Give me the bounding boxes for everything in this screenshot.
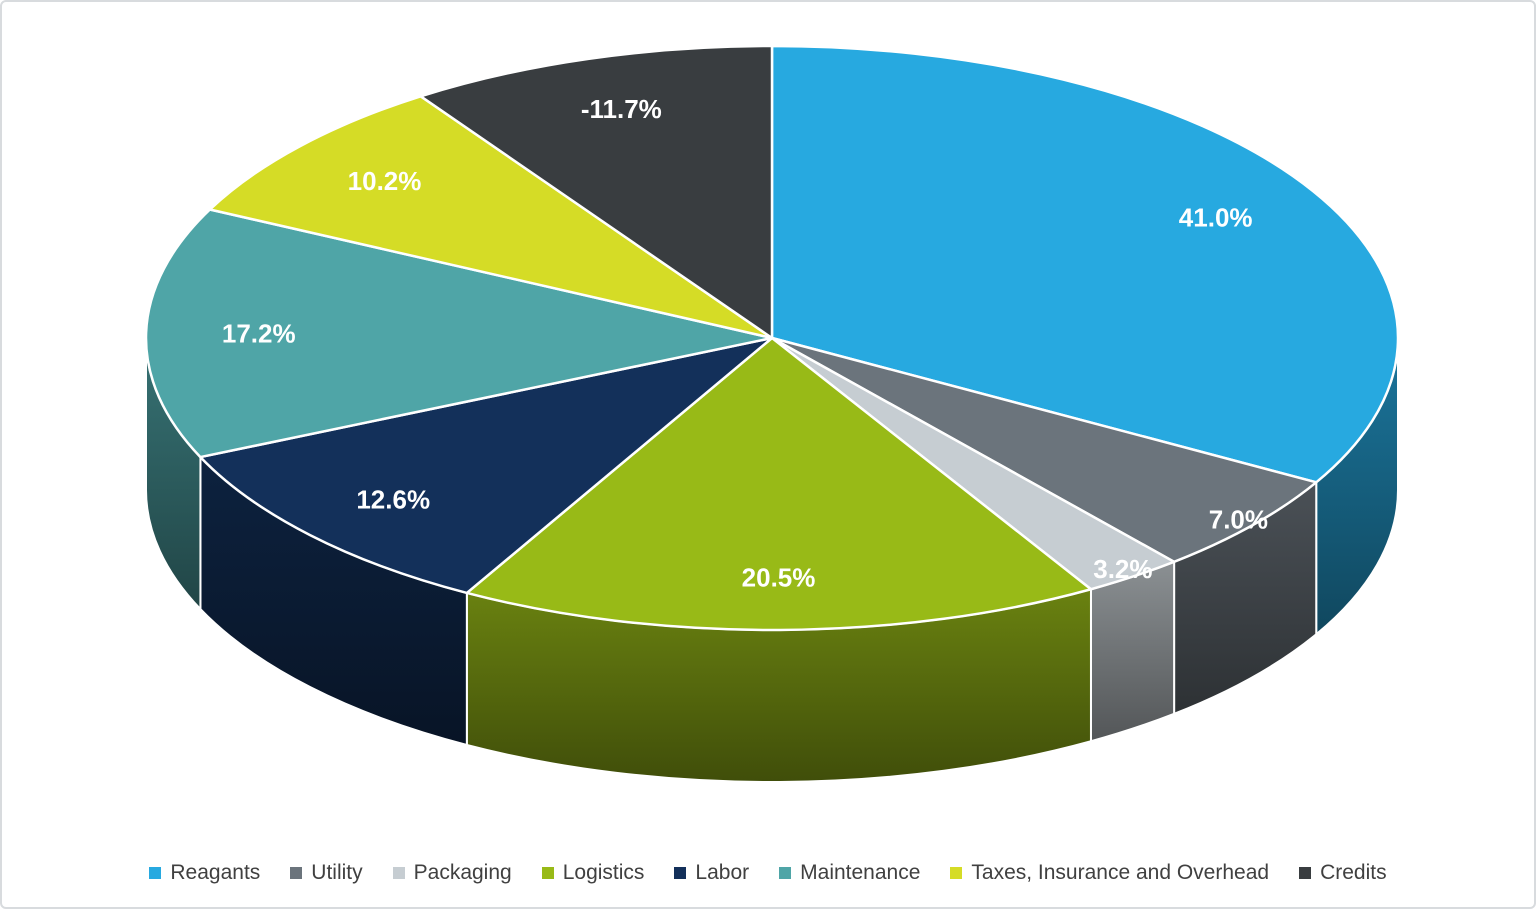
pie-slice-utility[interactable]	[770, 336, 1318, 564]
chart-legend: Reagants Utility Packaging Logistics Labor Ma…	[2, 862, 1534, 883]
legend-item-maintenance[interactable]: Maintenance	[779, 862, 920, 883]
legend-swatch-labor	[674, 866, 687, 879]
pie-chart: 41.0% 7.0% 3.2% 20.5% 12.6% 17.2% 10.2% -11.7%	[144, 44, 1400, 783]
legend-label-taxes-insurance-and-overhead: Taxes, Insurance and Overhead	[971, 861, 1270, 884]
data-label-maintenance: 17.2%	[222, 319, 296, 349]
pie-slice-logistics[interactable]	[465, 336, 1093, 632]
legend-item-reagants[interactable]: Reagants	[149, 862, 260, 883]
data-label-utility: 7.0%	[1209, 504, 1268, 534]
legend-item-packaging[interactable]: Packaging	[392, 861, 512, 884]
legend-item-utility[interactable]: Utility	[290, 861, 363, 884]
legend-swatch-credits	[1299, 866, 1312, 879]
pie-slice-labor[interactable]	[199, 336, 774, 595]
legend-item-taxes-insurance-and-overhead[interactable]: Taxes, Insurance and Overhead	[950, 862, 1269, 883]
legend-swatch-maintenance	[779, 866, 792, 879]
legend-item-credits[interactable]: Credits	[1299, 862, 1387, 883]
data-label-packaging: 3.2%	[1093, 554, 1152, 584]
legend-item-labor[interactable]: Labor	[674, 862, 749, 883]
pie-slice-taxes-insurance-and-overhead[interactable]	[208, 95, 774, 340]
pie-slice-credits[interactable]	[419, 44, 774, 340]
legend-item-logistics[interactable]: Logistics	[541, 861, 645, 884]
legend-label-packaging: Packaging	[413, 861, 512, 884]
legend-swatch-taxes-insurance-and-overhead	[950, 866, 963, 879]
legend-label-maintenance: Maintenance	[800, 861, 921, 884]
legend-swatch-reagants	[149, 866, 162, 879]
data-label-credits: -11.7%	[581, 94, 662, 124]
legend-swatch-logistics	[541, 866, 554, 879]
data-label-logistics: 20.5%	[742, 562, 816, 592]
data-label-labor: 12.6%	[356, 485, 430, 515]
pie-slice-reagants[interactable]	[770, 44, 1400, 484]
data-label-reagants: 41.0%	[1179, 203, 1253, 233]
pie-slice-maintenance[interactable]	[144, 208, 774, 459]
legend-label-utility: Utility	[311, 861, 363, 884]
data-label-taxes-insurance-and-overhead: 10.2%	[348, 166, 422, 196]
legend-label-reagants: Reagants	[170, 861, 261, 884]
legend-swatch-packaging	[392, 866, 405, 879]
legend-swatch-utility	[290, 866, 303, 879]
legend-label-labor: Labor	[695, 861, 750, 884]
legend-label-logistics: Logistics	[562, 861, 645, 884]
pie-slice-wall-packaging	[1089, 560, 1176, 743]
legend-label-credits: Credits	[1320, 861, 1387, 884]
